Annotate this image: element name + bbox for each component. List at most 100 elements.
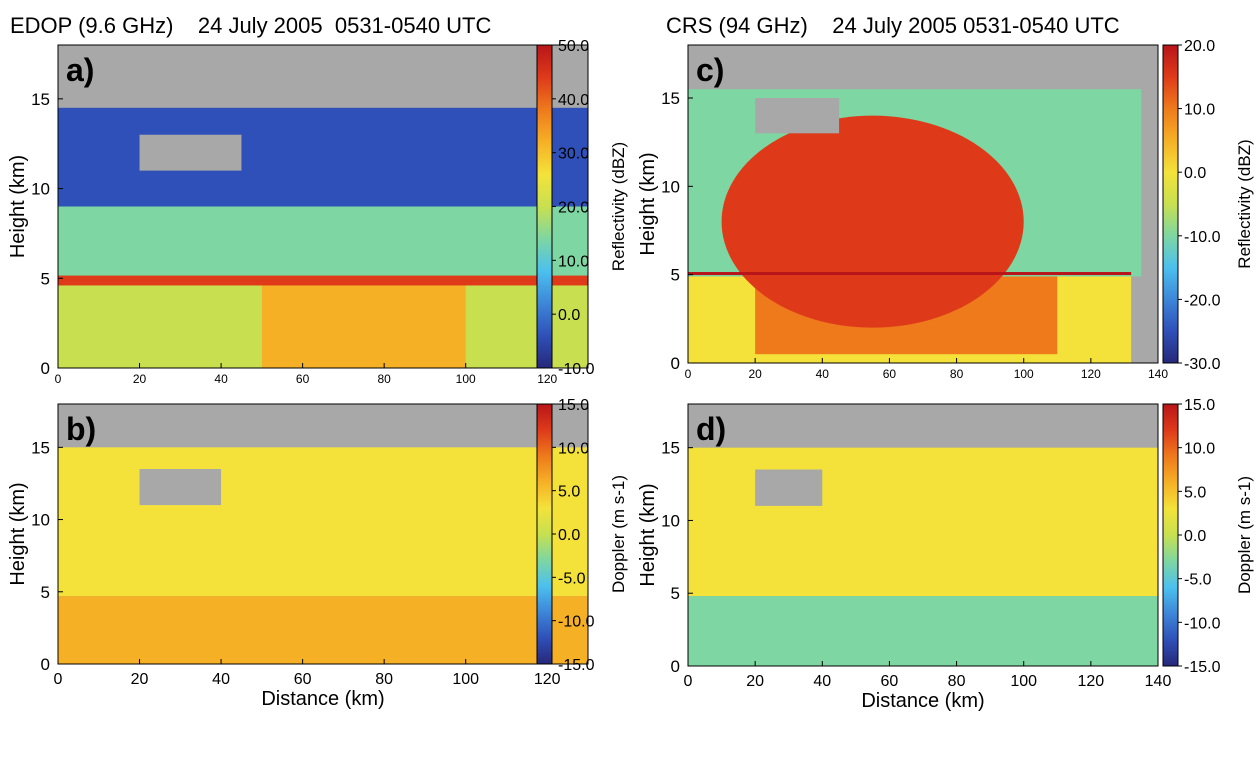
x-tick-label: 120 [1078,673,1105,690]
colorbar-tick-label: -20.0 [1184,292,1221,309]
melting-layer-line [688,272,1132,276]
x-tick-label: 20 [748,367,762,381]
colorbar-tick-label: -30.0 [1184,356,1221,373]
x-axis-label: Distance (km) [861,690,984,712]
x-tick-label: 80 [375,671,393,688]
y-tick-label: 0 [41,359,50,378]
colorbar-tick-label: -5.0 [558,570,586,587]
colorbar-tick-label: 20.0 [558,200,589,217]
x-tick-label: 80 [948,673,966,690]
x-tick-label: 100 [1010,673,1037,690]
mid-cloud-region [58,206,588,282]
rain-region [58,596,588,664]
colorbar [536,44,553,369]
colorbar-tick-label: 10.0 [558,253,589,270]
radar-field [688,89,1142,363]
y-tick-label: 0 [41,655,50,674]
colorbar [1162,44,1179,364]
colorbar [1162,403,1179,667]
colorbar-tick-label: 30.0 [558,146,589,163]
y-tick-label: 15 [661,439,680,458]
no-echo-gap [755,469,823,506]
x-tick-label: 40 [212,671,230,688]
x-tick-label: 80 [377,372,391,386]
colorbar-tick-label: 5.0 [1184,484,1206,501]
panel-letter: a) [66,52,94,88]
colorbar-tick-label: -10.0 [1184,229,1221,246]
colorbar-tick-label: -15.0 [558,657,595,674]
colorbar-tick-label: 50.0 [558,38,589,55]
y-axis-label: Height (km) [637,152,659,255]
colorbar-tick-label: 5.0 [558,484,580,501]
x-tick-label: 100 [452,671,479,688]
x-tick-label: 60 [294,671,312,688]
panel-b-edop-doppler: 0 5 10 15 0 20 40 60 80 100 120 Height (km) Distance… [7,397,628,710]
panel-c-crs-reflectivity: 0 5 10 15 0 20 40 60 80 100 120 140 Height (km) c) 20.… [637,38,1254,381]
left-column-title: EDOP (9.6 GHz) 24 July 2005 0531-0540 UT… [10,13,491,38]
colorbar-tick-label: 15.0 [558,397,589,414]
x-tick-label: 140 [1145,673,1172,690]
radar-field [58,107,588,368]
colorbar-tick-label: 15.0 [1184,397,1215,414]
colorbar-label: Reflectivity (dBZ) [1235,139,1254,268]
y-tick-label: 10 [661,511,680,530]
x-tick-label: 80 [950,367,964,381]
x-tick-label: 40 [214,372,228,386]
x-tick-label: 20 [746,673,764,690]
colorbar-tick-label: -5.0 [1184,572,1212,589]
x-tick-label: 20 [133,372,147,386]
y-tick-label: 5 [41,269,50,288]
colorbar-label: Reflectivity (dBZ) [609,142,628,271]
colorbar [536,403,553,665]
x-tick-label: 100 [1014,367,1034,381]
x-tick-label: 0 [55,372,62,386]
x-tick-label: 0 [685,367,692,381]
panel-d-crs-doppler: 0 5 10 15 0 20 40 60 80 100 120 140 Height (km) Dista… [637,397,1254,712]
y-axis-label: Height (km) [7,155,29,258]
y-tick-label: 0 [671,657,680,676]
plot-frame [687,403,1159,667]
colorbar-tick-label: 0.0 [1184,165,1206,182]
colorbar-tick-label: 0.0 [1184,528,1206,545]
colorbar-tick-label: -10.0 [558,614,595,631]
x-tick-label: 60 [883,367,897,381]
x-tick-label: 60 [296,372,310,386]
x-tick-label: 120 [534,671,561,688]
colorbar-tick-label: 10.0 [1184,102,1215,119]
plot-frame [687,44,1159,364]
x-tick-label: 120 [537,372,557,386]
colorbar-tick-label: 0.0 [558,527,580,544]
panel-a-edop-reflectivity: 0 5 10 15 0 20 40 60 80 100 120 Height (km) a) 50.0 40… [7,38,628,386]
y-tick-label: 15 [31,438,50,457]
y-axis-label: Height (km) [7,482,29,585]
x-tick-label: 0 [54,671,63,688]
panel-letter: b) [66,411,96,447]
colorbar-label: Doppler (m s-1) [1235,476,1254,594]
x-tick-label: 20 [131,671,149,688]
upper-cloud-region [58,107,588,207]
x-tick-label: 140 [1148,367,1168,381]
heavy-rain-region [261,281,466,368]
colorbar-tick-label: 10.0 [558,440,589,457]
rain-region [688,596,1158,666]
x-tick-label: 40 [813,673,831,690]
y-tick-label: 0 [671,354,680,373]
colorbar-label: Doppler (m s-1) [609,475,628,593]
x-tick-label: 60 [881,673,899,690]
no-echo-gap [139,134,242,171]
y-tick-label: 15 [661,89,680,108]
y-axis-label: Height (km) [637,483,659,586]
panel-letter: c) [696,52,724,88]
y-tick-label: 10 [31,511,50,530]
plot-frame [57,403,589,665]
colorbar-tick-label: 0.0 [558,307,580,324]
plot-frame [57,44,589,369]
panel-letter: d) [696,411,726,447]
colorbar-tick-label: 20.0 [1184,38,1215,55]
y-tick-label: 10 [31,180,50,199]
colorbar-tick-label: -10.0 [1184,615,1221,632]
y-tick-label: 5 [671,584,680,603]
x-tick-label: 100 [456,372,476,386]
y-tick-label: 10 [661,177,680,196]
